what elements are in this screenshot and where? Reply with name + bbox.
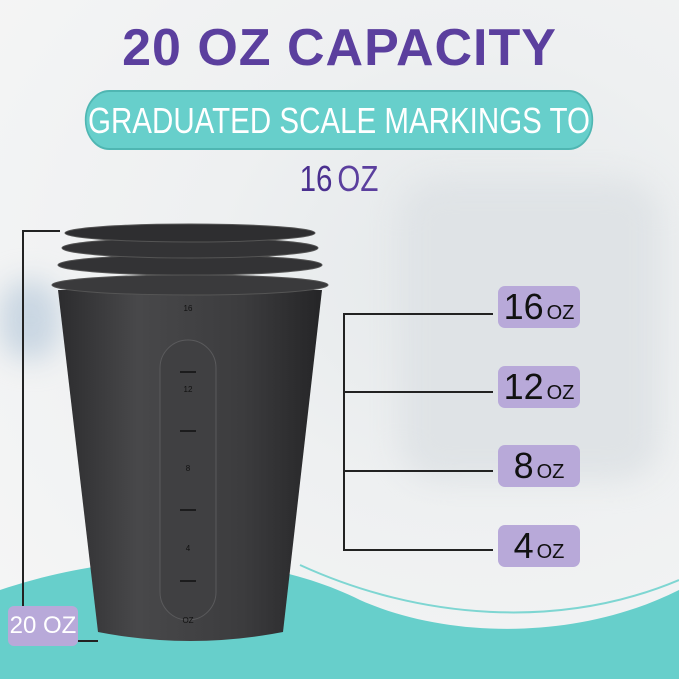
marker-16oz: 16 OZ bbox=[498, 286, 580, 328]
marker-line bbox=[343, 313, 493, 315]
marker-line bbox=[343, 470, 493, 472]
background-blur bbox=[400, 180, 660, 480]
marker-8oz: 8 OZ bbox=[498, 445, 580, 487]
cup-scale-mark: 4 bbox=[185, 544, 191, 553]
marker-4oz: 4 OZ bbox=[498, 525, 580, 567]
headline: 20 OZ CAPACITY bbox=[122, 19, 557, 77]
banner-text: GRADUATED SCALE MARKINGS TO bbox=[88, 100, 590, 141]
cup-scale-mark: 16 bbox=[183, 304, 193, 313]
banner: GRADUATED SCALE MARKINGS TO 16 OZ bbox=[84, 90, 594, 199]
background-blur bbox=[0, 280, 60, 360]
marker-bracket bbox=[343, 313, 345, 551]
cup-scale-mark: OZ bbox=[182, 616, 194, 625]
banner-number: 16 bbox=[299, 158, 333, 199]
marker-12oz: 12 OZ bbox=[498, 366, 580, 408]
marker-line bbox=[343, 391, 493, 393]
capacity-bracket bbox=[22, 230, 60, 232]
banner-unit: OZ bbox=[337, 158, 379, 199]
capacity-label: 20 OZ bbox=[8, 606, 78, 646]
capacity-bracket bbox=[22, 230, 24, 608]
capacity-bracket bbox=[78, 640, 98, 642]
cup-scale-mark: 12 bbox=[183, 385, 193, 394]
marker-line bbox=[343, 549, 493, 551]
cup-scale-mark: 8 bbox=[185, 464, 191, 473]
